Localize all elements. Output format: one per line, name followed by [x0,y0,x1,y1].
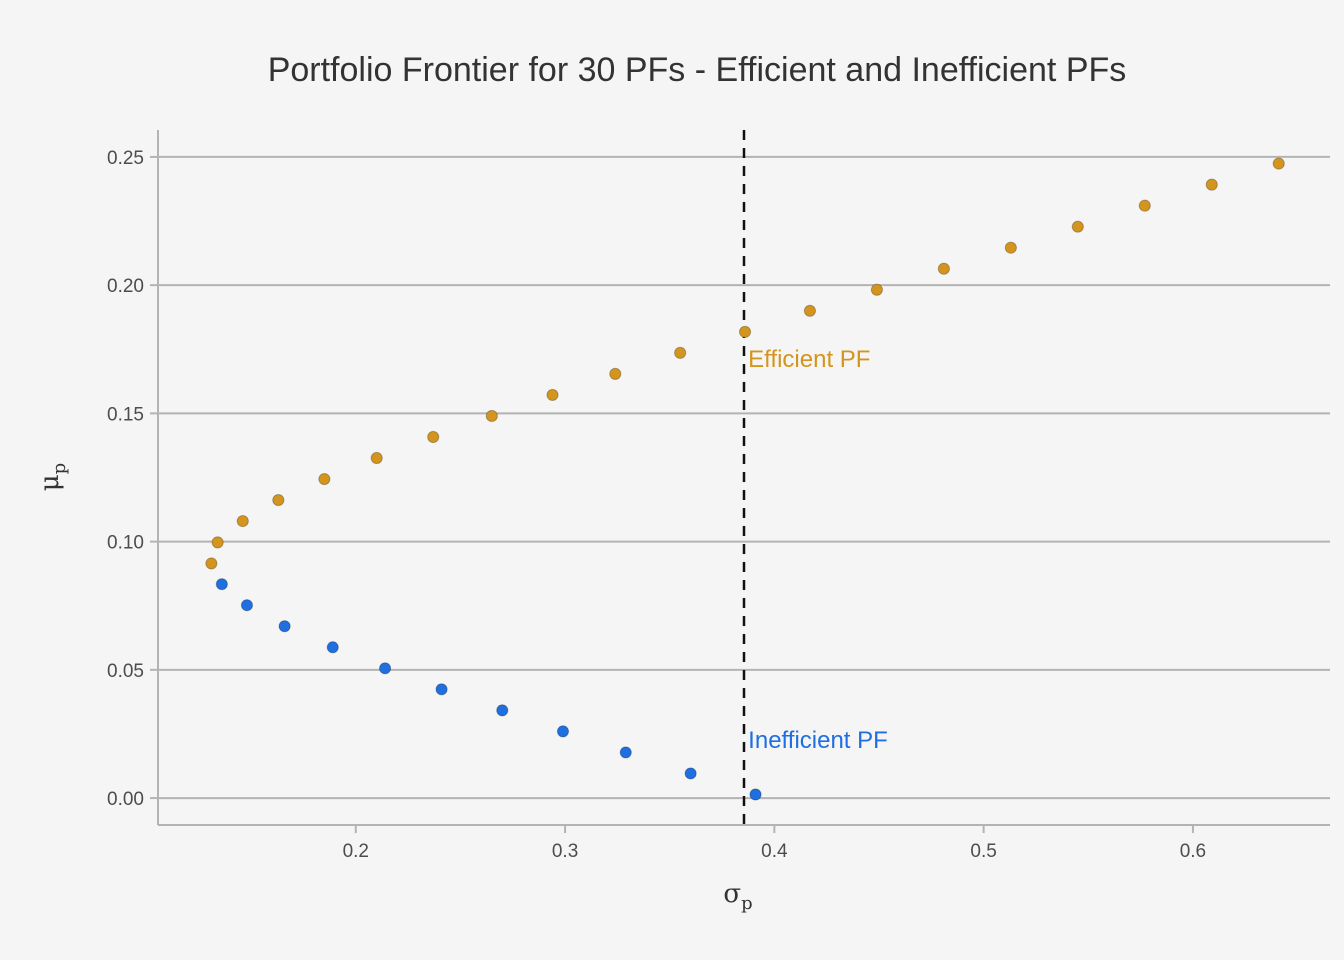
inefficient-point [435,683,448,696]
y-axis-label: μp [35,463,70,491]
y-tick-label: 0.05 [107,661,144,682]
inefficient-point [684,767,697,780]
efficient-point [1004,241,1017,254]
x-ticks: 0.2 0.3 0.4 0.5 0.6 [343,825,1206,862]
annotations: Efficient PF Inefficient PF [748,346,888,754]
inefficient-point [619,746,632,759]
y-tick-label: 0.15 [107,404,144,425]
efficient-point [937,262,950,275]
efficient-point [1138,199,1151,212]
y-tick-label: 0.20 [107,276,144,297]
efficient-point [272,493,285,507]
efficient-point [318,472,331,486]
efficient-point [1205,178,1218,191]
x-tick-label: 0.6 [1180,841,1206,862]
efficient-point [738,325,752,338]
efficient-point [674,346,687,359]
inefficient-point [749,788,762,801]
efficient-point [485,409,498,423]
y-ticks: 0.00 0.05 0.10 0.15 0.20 0.25 [107,148,158,810]
efficient-point [1272,157,1285,170]
inefficient-point [278,620,291,633]
chart-title: Portfolio Frontier for 30 PFs - Efficien… [268,51,1127,89]
y-tick-label: 0.10 [107,533,144,554]
x-axis-label-subscript: p [741,893,753,914]
y-axis-label-symbol: μ [35,474,65,491]
x-axis-label-symbol: σ [723,879,741,909]
y-axis-label-subscript: p [49,463,70,475]
efficient-point [546,388,559,402]
efficient-point [870,283,883,296]
efficient-point [1071,220,1084,233]
efficient-point [205,557,218,570]
y-tick-label: 0.25 [107,148,144,169]
efficient-point [236,514,249,528]
efficient-pf-label: Efficient PF [748,346,870,373]
inefficient-pf-label: Inefficient PF [748,727,888,754]
x-tick-label: 0.2 [343,841,369,862]
x-tick-label: 0.4 [761,841,788,862]
efficient-point [609,367,622,380]
efficient-point [370,451,383,465]
y-tick-label: 0.00 [107,789,144,810]
data-points [205,157,1285,801]
inefficient-point [556,725,570,738]
inefficient-point [496,704,509,717]
inefficient-point [240,599,254,612]
x-tick-label: 0.3 [552,841,578,862]
x-axis-label: σp [723,879,752,914]
efficient-point [427,430,440,444]
axes [157,130,1330,826]
efficient-point [211,536,224,549]
efficient-point [803,304,817,317]
inefficient-point [326,641,339,654]
x-tick-label: 0.5 [970,841,996,862]
inefficient-point [378,662,392,675]
inefficient-point [215,578,228,591]
